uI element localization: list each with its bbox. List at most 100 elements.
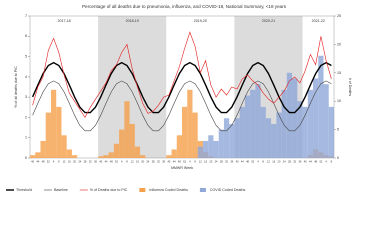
- bar: [250, 89, 256, 158]
- bar: [50, 89, 57, 158]
- y2-tick-label: 20: [337, 42, 341, 46]
- y-tick-label: 6: [25, 34, 27, 38]
- bar: [328, 106, 334, 158]
- x-tick-label: 20: [141, 160, 144, 164]
- bar: [208, 135, 214, 158]
- x-tick-label: 52: [47, 160, 50, 164]
- bar: [56, 106, 62, 158]
- bar: [276, 112, 282, 158]
- y2-tick-label: 25: [337, 14, 341, 18]
- bar: [213, 140, 219, 158]
- bar: [286, 72, 293, 158]
- season-label: 2018-19: [126, 19, 139, 23]
- x-tick-label: 36: [94, 160, 97, 164]
- bar: [223, 118, 230, 158]
- bar: [197, 146, 203, 158]
- bar: [297, 101, 303, 158]
- y2-tick-label: 15: [337, 71, 341, 75]
- x-tick-label: 44: [173, 160, 176, 164]
- x-tick-label: 24: [215, 160, 218, 164]
- bar: [61, 135, 67, 158]
- x-tick-label: 32: [157, 160, 160, 164]
- bar: [182, 106, 188, 158]
- bar: [35, 152, 41, 158]
- bar: [166, 155, 172, 158]
- x-tick-label: 52: [251, 160, 254, 164]
- bar: [234, 118, 240, 158]
- x-tick-label: 32: [293, 160, 296, 164]
- x-tick-label: 40: [236, 160, 239, 164]
- legend-label: Threshold: [16, 188, 32, 192]
- bar: [134, 146, 141, 158]
- bar: [40, 140, 46, 158]
- bar: [218, 129, 224, 158]
- season-label: 2017-18: [57, 19, 70, 23]
- x-tick-label: 48: [246, 160, 249, 164]
- x-tick-label: 40: [31, 160, 34, 164]
- x-tick-label: 4: [325, 160, 327, 164]
- bar: [323, 84, 329, 158]
- x-tick-label: 12: [63, 160, 66, 164]
- bar: [176, 135, 182, 158]
- y-tick-label: 7: [25, 14, 27, 18]
- y2-tick-label: 0: [337, 156, 339, 160]
- y-tick-label: 1: [25, 136, 27, 140]
- x-tick-label: 24: [146, 160, 149, 164]
- x-tick-label: 28: [84, 160, 87, 164]
- bar: [71, 155, 78, 158]
- x-tick-label: 12: [199, 160, 202, 164]
- x-tick-label: 20: [209, 160, 212, 164]
- line: [32, 31, 332, 119]
- bar: [292, 78, 298, 158]
- bar: [187, 89, 193, 158]
- background: [0, 0, 368, 200]
- x-tick-label: 24: [78, 160, 81, 164]
- bar: [108, 152, 114, 158]
- legend-label: % of Deaths due to PIC: [90, 188, 128, 192]
- bar: [113, 143, 120, 158]
- x-tick-label: 16: [204, 160, 207, 164]
- bar: [260, 106, 266, 158]
- legend-label: Influenza Coded Deaths: [149, 188, 188, 192]
- x-tick-label: 44: [36, 160, 39, 164]
- bar: [192, 112, 198, 158]
- x-tick-label: 48: [42, 160, 45, 164]
- bar: [171, 149, 177, 158]
- line: [32, 80, 332, 132]
- x-tick-label: 48: [110, 160, 113, 164]
- chart-title: Percentage of all deaths due to pneumoni…: [82, 4, 287, 9]
- x-tick-label: 12: [131, 160, 134, 164]
- x-tick-label: 32: [89, 160, 92, 164]
- x-tick-label: 40: [167, 160, 170, 164]
- x-tick-label: 8: [58, 160, 60, 164]
- x-tick-label: 32: [225, 160, 228, 164]
- bar: [255, 84, 261, 158]
- x-tick-label: 52: [115, 160, 118, 164]
- line: [31, 61, 332, 114]
- x-tick-label: 28: [152, 160, 155, 164]
- x-tick-label: 40: [304, 160, 307, 164]
- bar: [313, 78, 319, 158]
- x-tick-label: 44: [309, 160, 312, 164]
- bar: [129, 123, 135, 158]
- bar: [239, 106, 245, 158]
- x-tick-label: 4: [257, 160, 259, 164]
- x-tick-label: 8: [194, 160, 196, 164]
- bar: [265, 118, 272, 158]
- bar: [119, 129, 125, 158]
- bar: [318, 55, 324, 159]
- legend-swatch: [139, 188, 146, 192]
- bar: [229, 123, 235, 158]
- y2-tick-label: 10: [337, 99, 341, 103]
- legend-label: COVID Coded Deaths: [210, 188, 246, 192]
- x-tick-label: 52: [319, 160, 322, 164]
- x-tick-label: 4: [189, 160, 191, 164]
- bar: [302, 106, 308, 158]
- bar: [124, 101, 130, 158]
- x-tick-label: 36: [298, 160, 301, 164]
- x-tick-label: 20: [278, 160, 281, 164]
- x-tick-label: 44: [241, 160, 244, 164]
- chart: Percentage of all deaths due to pneumoni…: [0, 0, 368, 200]
- y-tick-label: 3: [25, 95, 27, 99]
- y-tick-label: 0: [25, 156, 27, 160]
